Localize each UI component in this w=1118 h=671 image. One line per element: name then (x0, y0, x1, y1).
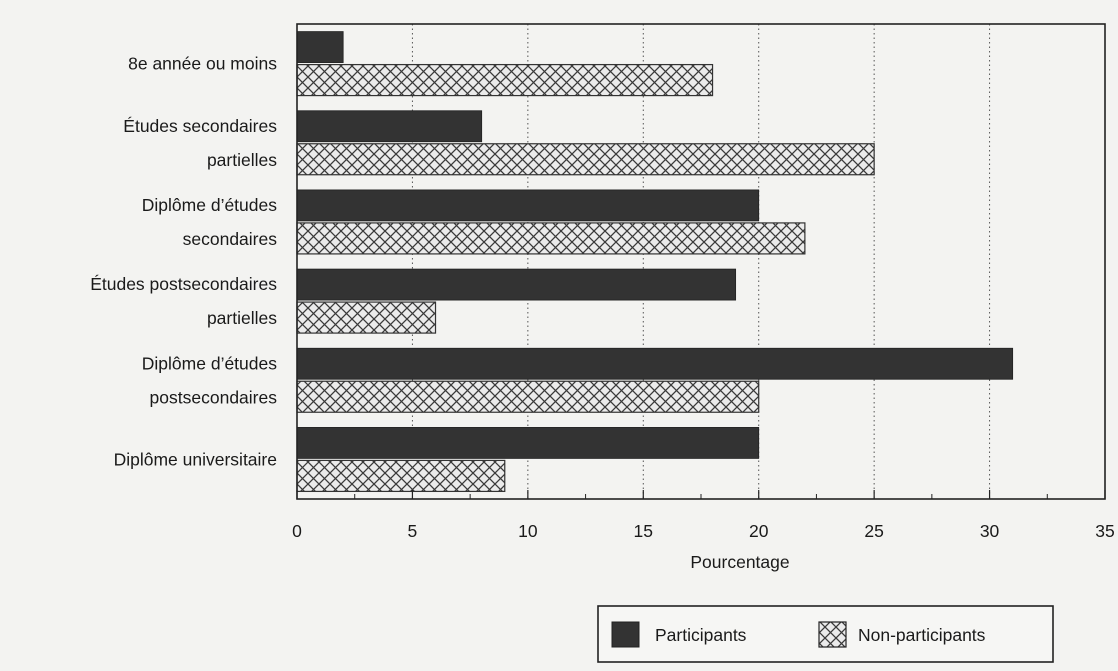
bar-non-participants (296, 63, 714, 97)
bar-participants (296, 347, 1014, 380)
category-label: partielles (207, 308, 277, 328)
bar-non-participants (296, 301, 437, 334)
category-label: secondaires (183, 229, 278, 249)
category-label: Diplôme universitaire (114, 449, 277, 469)
bar-non-participants (296, 143, 875, 176)
category-labels: 8e année ou moins Études secondaires parti… (90, 54, 277, 470)
category-label: 8e année ou moins (128, 54, 277, 74)
legend-swatch-participants (611, 621, 640, 648)
x-tick-label: 35 (1095, 521, 1114, 541)
x-tick-label: 20 (749, 521, 769, 541)
category-label: Diplôme d’études (142, 353, 277, 373)
legend: Participants Non-participants (597, 605, 1054, 663)
bar-non-participants (296, 222, 806, 255)
category-label: Diplôme d’études (142, 195, 277, 215)
x-tick-label: 0 (292, 521, 302, 541)
x-axis-title: Pourcentage (690, 552, 789, 572)
bar-participants (296, 189, 760, 222)
axes (296, 23, 1106, 500)
category-label: partielles (207, 150, 277, 170)
x-tick-label: 10 (518, 521, 538, 541)
bars (296, 31, 1014, 493)
legend-label-non-participants: Non-participants (858, 625, 986, 645)
bar-participants (296, 110, 483, 143)
x-tick-label: 15 (634, 521, 653, 541)
x-tick-label: 30 (980, 521, 1000, 541)
category-label: Études secondaires (123, 116, 277, 136)
bar-non-participants (296, 380, 760, 413)
bar-participants (296, 427, 760, 459)
bar-participants (296, 31, 344, 63)
legend-label-participants: Participants (655, 625, 747, 645)
bar-participants (296, 268, 737, 301)
category-label: Études postsecondaires (90, 274, 277, 294)
legend-swatch-non-participants (818, 621, 847, 648)
x-tick-labels: 0 5 10 15 20 25 30 35 (292, 521, 1115, 541)
x-tick-label: 25 (864, 521, 883, 541)
bar-non-participants (296, 459, 506, 493)
x-tick-label: 5 (408, 521, 418, 541)
chart-title (300, 0, 920, 10)
category-label: postsecondaires (150, 387, 278, 407)
